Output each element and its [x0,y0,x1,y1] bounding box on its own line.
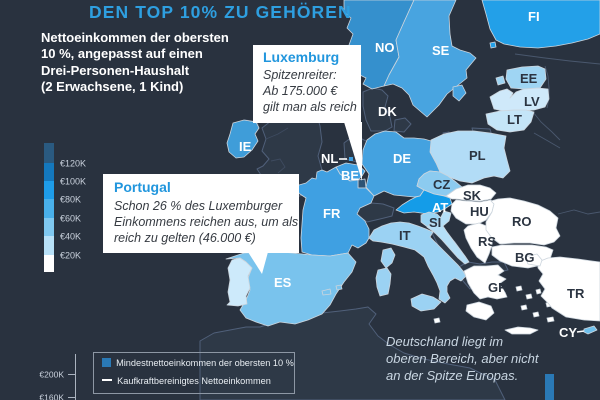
svg-text:€20K: €20K [60,251,81,261]
svg-text:SI: SI [429,215,441,230]
svg-text:BE: BE [341,168,359,183]
svg-text:FR: FR [323,206,341,221]
svg-text:HU: HU [470,204,489,219]
svg-text:ES: ES [274,275,292,290]
svg-text:SE: SE [432,43,450,58]
svg-text:IE: IE [239,139,252,154]
svg-text:€40K: €40K [60,232,81,242]
svg-text:€160K: €160K [39,393,64,400]
svg-text:BG: BG [515,250,535,265]
svg-text:DK: DK [378,104,397,119]
svg-text:EE: EE [520,71,538,86]
svg-text:GR: GR [488,280,508,295]
svg-text:CY: CY [559,325,577,340]
svg-text:SK: SK [463,188,482,203]
svg-text:€80K: €80K [60,195,81,205]
svg-text:PL: PL [469,148,486,163]
svg-text:AT: AT [432,200,448,215]
svg-text:FI: FI [528,9,540,24]
svg-text:RO: RO [512,214,532,229]
svg-text:LV: LV [524,94,540,109]
svg-text:LT: LT [507,112,522,127]
svg-text:€200K: €200K [39,370,64,380]
svg-text:DE: DE [393,151,411,166]
svg-text:€100K: €100K [60,177,86,187]
svg-text:CZ: CZ [433,177,450,192]
svg-text:RS: RS [478,234,496,249]
svg-text:NL: NL [321,151,338,166]
svg-text:TR: TR [567,286,585,301]
svg-text:NO: NO [375,40,395,55]
svg-text:€60K: €60K [60,214,81,224]
svg-text:€120K: €120K [60,159,86,169]
svg-text:IT: IT [399,228,411,243]
